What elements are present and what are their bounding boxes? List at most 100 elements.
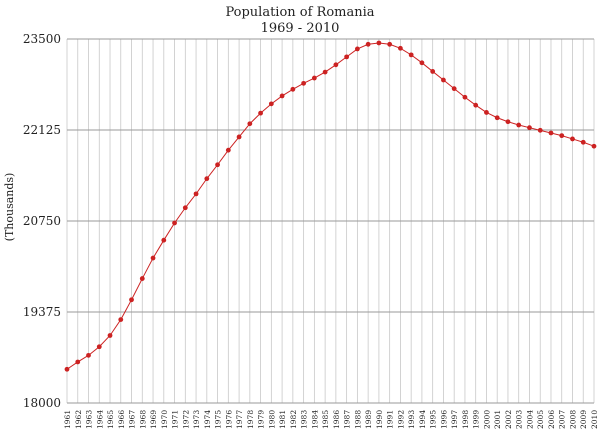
y-tick-label: 19375 [23,305,61,319]
y-tick-label: 20750 [23,214,61,228]
x-tick-label: 2008 [568,410,577,429]
x-tick-label: 1965 [106,410,115,429]
x-tick-label: 1962 [74,410,83,429]
data-point [430,69,436,74]
data-point [537,127,543,133]
data-point [268,101,274,107]
x-tick-label: 1961 [63,410,72,429]
x-tick-label: 1986 [332,410,341,429]
series-line [66,42,595,370]
data-point [559,133,565,139]
data-point [322,69,328,75]
data-point [107,333,113,338]
x-tick-labels: 1961 1962 1963 1964 1965 1966 1967 1968 1969 1970… [63,410,599,429]
data-point [236,134,242,140]
x-tick-label: 1989 [364,410,373,429]
data-point [580,139,586,145]
data-points [64,40,597,372]
x-tick-label: 2002 [504,410,513,429]
data-point [150,255,156,261]
x-tick-label: 1997 [450,410,459,429]
data-point [473,102,479,108]
x-tick-label: 1978 [246,410,255,429]
x-tick-label: 1993 [407,410,416,429]
x-tick-label: 1969 [149,410,158,429]
x-tick-label: 1972 [181,410,190,429]
x-tick-label: 1994 [418,410,427,429]
data-point [193,191,199,197]
y-tick-label: 22125 [23,123,61,137]
data-point [387,41,393,47]
data-point [365,41,371,47]
data-point [591,143,597,149]
x-tick-label: 2005 [536,410,545,429]
x-tick-label: 1976 [224,410,233,429]
y-tick-label: 18000 [23,396,61,410]
x-tick-label: 1977 [235,410,244,429]
x-tick-label: 1964 [95,410,104,429]
x-tick-label: 1980 [267,410,276,429]
y-tick-labels: 18000 19375 20750 22125 23500 [23,32,61,410]
x-tick-label: 1975 [214,410,223,429]
data-point [290,86,296,92]
data-point [204,176,210,182]
x-tick-label: 2006 [547,410,556,429]
x-tick-label: 1967 [128,410,137,429]
data-point [129,297,134,303]
data-point [527,125,532,131]
x-tick-label: 1990 [375,410,384,429]
x-tick-label: 2010 [590,410,599,429]
data-point [182,205,188,211]
data-point [247,121,253,127]
x-tick-label: 1963 [85,410,94,429]
data-point [215,162,220,168]
x-tick-label: 1974 [203,410,212,429]
data-point [118,317,124,323]
x-tick-label: 1991 [386,410,395,429]
data-point [86,352,91,358]
x-tick-label: 2007 [558,410,567,429]
x-tick-label: 1996 [439,410,448,429]
data-point [139,276,145,281]
data-point [161,237,167,243]
data-point [484,110,489,115]
x-tick-label: 1988 [353,410,362,429]
data-point [419,60,425,66]
x-tick-label: 1968 [138,410,147,429]
x-tick-label: 1984 [310,410,319,429]
data-point [441,77,446,83]
x-tick-label: 1985 [321,410,330,429]
data-point [172,220,177,226]
data-point [258,110,263,116]
data-point [451,86,457,92]
x-tick-label: 1982 [289,410,298,429]
x-tick-label: 1981 [278,410,287,429]
data-point [333,62,339,68]
data-point [408,52,414,58]
x-tick-label: 1973 [192,410,201,429]
x-tick-label: 2000 [482,410,491,429]
x-tick-label: 1995 [429,410,438,429]
data-point [376,40,382,46]
data-point [505,119,511,125]
data-point [75,359,81,365]
x-tick-label: 2003 [515,410,524,429]
x-tick-label: 1992 [396,410,405,429]
data-point [279,93,285,99]
x-tick-label: 1979 [257,410,266,429]
data-point [225,147,231,153]
x-tick-label: 2004 [525,410,534,429]
x-tick-label: 1983 [300,410,309,429]
x-tick-label: 1987 [343,410,352,429]
chart-subtitle: 1969 - 2010 [261,21,340,36]
x-tick-label: 1971 [171,410,180,429]
data-point [516,122,522,128]
data-point [548,130,554,136]
data-point [311,75,317,81]
x-tick-label: 1998 [461,410,470,429]
data-point [354,46,360,52]
data-point [344,54,350,60]
x-tick-label: 1999 [472,410,481,429]
data-point [64,366,70,372]
